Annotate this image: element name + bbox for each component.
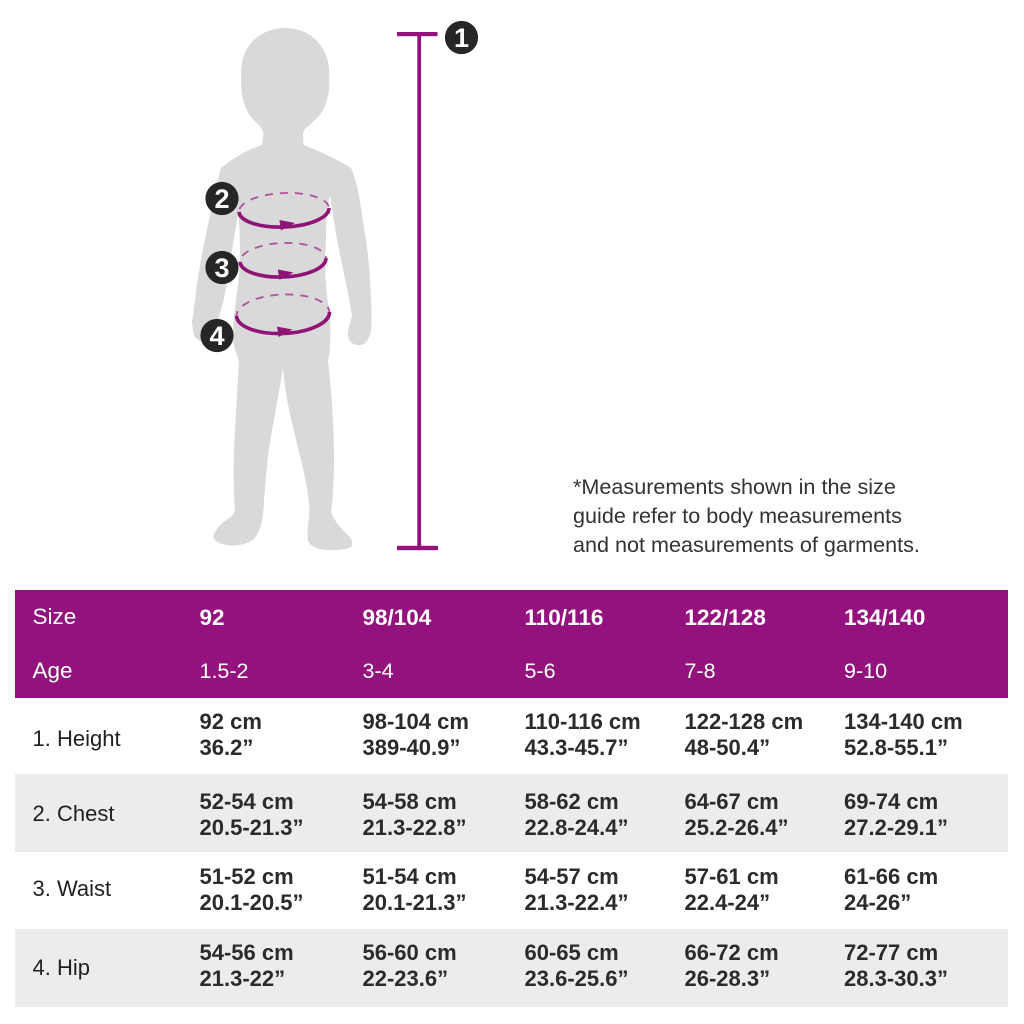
svg-text:2: 2 [214,184,229,214]
svg-text:3: 3 [214,253,229,283]
svg-text:1: 1 [454,23,469,53]
svg-text:4: 4 [209,321,224,351]
